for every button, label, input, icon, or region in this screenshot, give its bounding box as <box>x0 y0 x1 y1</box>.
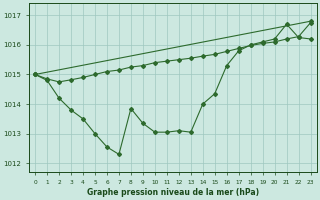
X-axis label: Graphe pression niveau de la mer (hPa): Graphe pression niveau de la mer (hPa) <box>87 188 259 197</box>
